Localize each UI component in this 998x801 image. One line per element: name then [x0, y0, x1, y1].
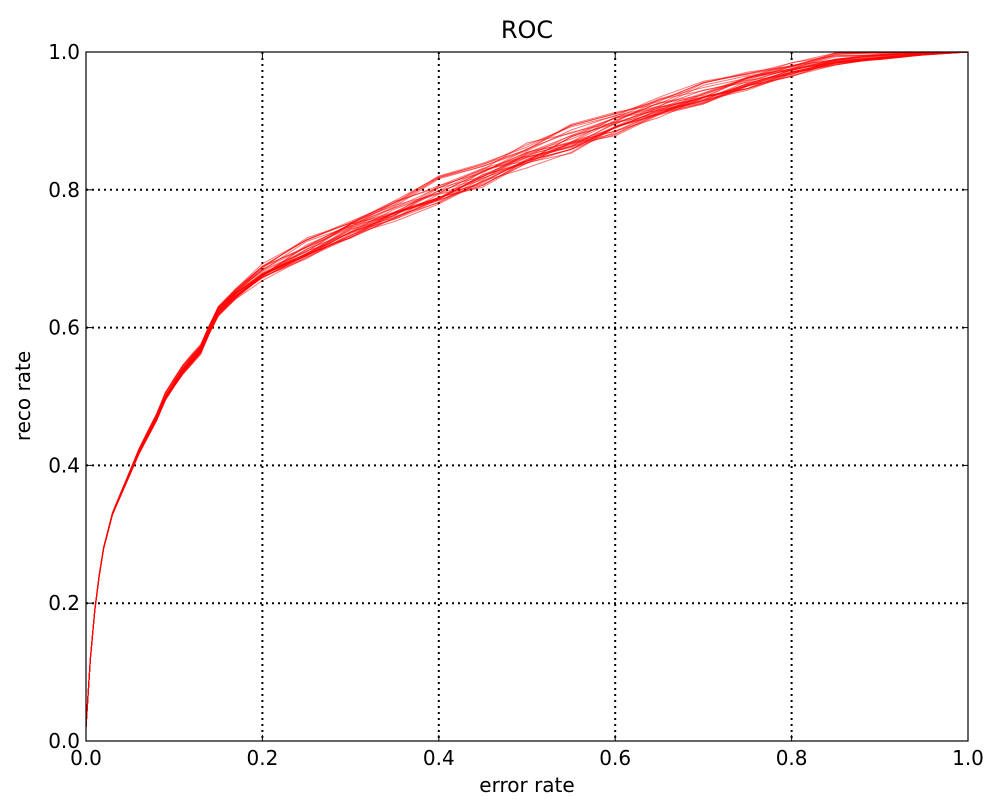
x-tick-label: 0.0	[70, 746, 102, 770]
y-tick-label: 1.0	[48, 40, 80, 64]
roc-curve-line	[85, 51, 969, 728]
grid-layer	[86, 52, 968, 741]
plot-frame	[85, 51, 969, 742]
x-tick-label: 1.0	[952, 746, 984, 770]
tick-layer: 0.0 0.2 0.4 0.6 0.8 1.0 0.0 0.2 0.4 0.6 0.8 1.0	[48, 40, 984, 770]
y-tick-label: 0.8	[48, 178, 80, 202]
y-tick-label: 0.6	[48, 316, 80, 340]
y-axis-title: reco rate	[11, 351, 35, 441]
x-tick-label: 0.6	[599, 746, 631, 770]
chart-title: ROC	[501, 16, 553, 44]
x-tick-label: 0.4	[423, 746, 455, 770]
curve-layer	[85, 51, 969, 728]
x-tick-label: 0.2	[246, 746, 278, 770]
y-tick-label: 0.4	[48, 453, 80, 477]
roc-curve-line	[85, 51, 969, 728]
x-tick-label: 0.8	[776, 746, 808, 770]
y-tick-label: 0.2	[48, 591, 80, 615]
y-tick-label: 0.0	[48, 729, 80, 753]
x-axis-title: error rate	[479, 773, 574, 797]
roc-curve-line	[85, 51, 969, 728]
